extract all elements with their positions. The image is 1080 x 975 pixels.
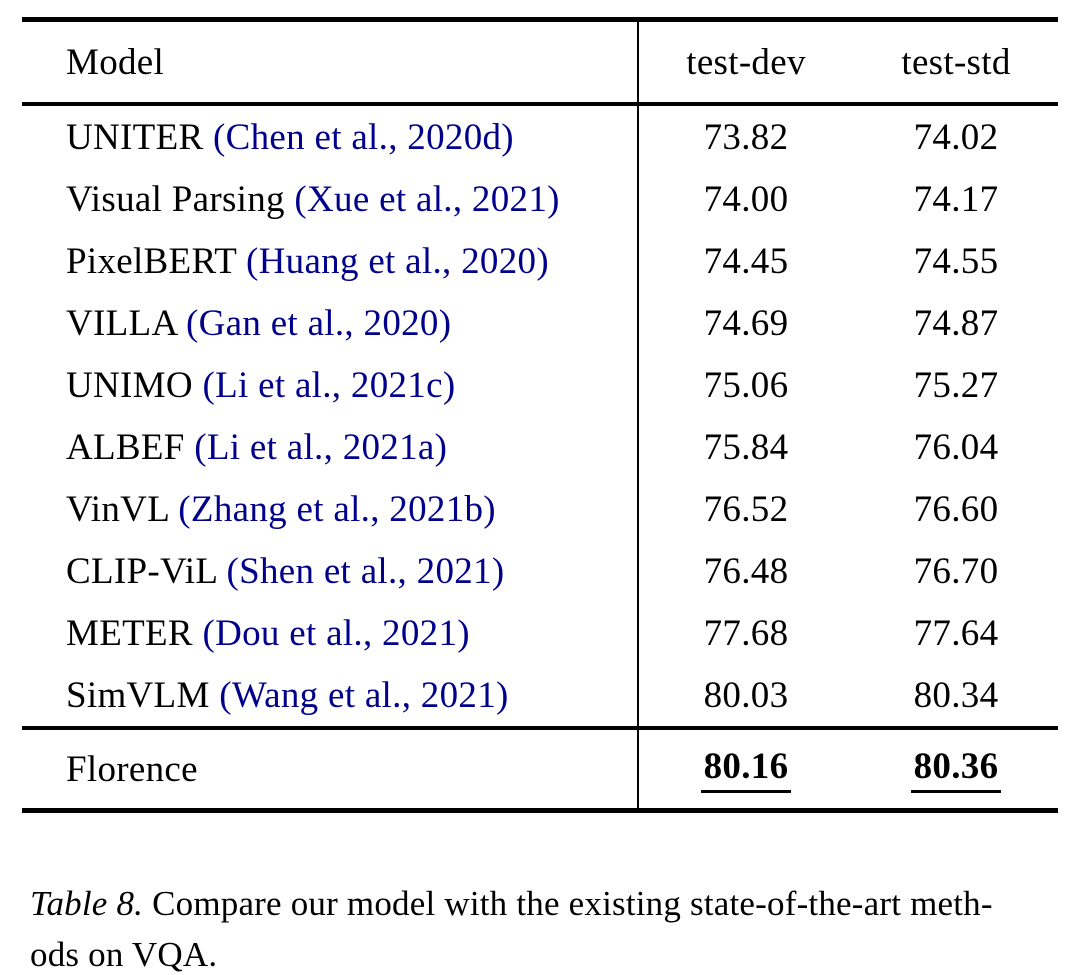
test-std-value: 76.70 bbox=[913, 550, 999, 592]
table-row: UNIMO (Li et al., 2021c) 75.06 75.27 bbox=[22, 354, 1058, 416]
table-caption: Table 8. Compare our model with the exis… bbox=[30, 878, 993, 975]
model-name: VILLA bbox=[66, 302, 177, 344]
model-name: ALBEF bbox=[66, 426, 185, 468]
test-dev-value: 77.68 bbox=[703, 612, 789, 654]
model-name: Florence bbox=[66, 748, 198, 790]
test-std-value: 74.55 bbox=[913, 240, 999, 282]
citation-link[interactable]: (Chen et al., 2020d) bbox=[213, 116, 514, 158]
test-dev-value: 76.52 bbox=[703, 488, 789, 530]
table-row: UNITER (Chen et al., 2020d) 73.82 74.02 bbox=[22, 106, 1058, 168]
header-test-std: test-std bbox=[901, 41, 1011, 83]
test-std-value: 80.34 bbox=[913, 674, 999, 716]
citation-link[interactable]: (Zhang et al., 2021b) bbox=[178, 488, 496, 530]
pre-highlight-rule bbox=[22, 726, 1058, 730]
table-row-florence: Florence 80.16 80.36 bbox=[22, 730, 1058, 808]
results-table: Model test-dev test-std UNITER (Chen et … bbox=[22, 17, 1058, 813]
test-dev-value: 75.84 bbox=[703, 426, 789, 468]
test-std-value: 75.27 bbox=[913, 364, 999, 406]
table-row: ALBEF (Li et al., 2021a) 75.84 76.04 bbox=[22, 416, 1058, 478]
test-std-value-best: 80.36 bbox=[910, 745, 1002, 793]
test-std-value: 74.02 bbox=[913, 116, 999, 158]
table-header-row: Model test-dev test-std bbox=[22, 22, 1058, 102]
test-dev-value: 74.69 bbox=[703, 302, 789, 344]
table-bottom-rule bbox=[22, 808, 1058, 813]
test-std-value: 76.04 bbox=[913, 426, 999, 468]
caption-label: Table 8. bbox=[30, 884, 144, 923]
test-std-value: 77.64 bbox=[913, 612, 999, 654]
column-divider-line bbox=[637, 22, 639, 808]
model-name: METER bbox=[66, 612, 193, 654]
test-dev-value: 73.82 bbox=[703, 116, 789, 158]
citation-link[interactable]: (Li et al., 2021c) bbox=[202, 364, 456, 406]
caption-text-line1: Compare our model with the existing stat… bbox=[143, 884, 993, 923]
citation-link[interactable]: (Gan et al., 2020) bbox=[186, 302, 452, 344]
caption-text-line2: ods on VQA. bbox=[30, 935, 218, 974]
test-dev-value-best: 80.16 bbox=[700, 745, 792, 793]
model-name: Visual Parsing bbox=[66, 178, 285, 220]
citation-link[interactable]: (Huang et al., 2020) bbox=[246, 240, 549, 282]
citation-link[interactable]: (Dou et al., 2021) bbox=[202, 612, 470, 654]
model-name: SimVLM bbox=[66, 674, 210, 716]
table-row: CLIP-ViL (Shen et al., 2021) 76.48 76.70 bbox=[22, 540, 1058, 602]
header-model: Model bbox=[66, 41, 165, 83]
header-rule bbox=[22, 102, 1058, 106]
model-name: UNITER bbox=[66, 116, 204, 158]
model-name: PixelBERT bbox=[66, 240, 237, 282]
table-row: VinVL (Zhang et al., 2021b) 76.52 76.60 bbox=[22, 478, 1058, 540]
citation-link[interactable]: (Li et al., 2021a) bbox=[194, 426, 448, 468]
test-dev-value: 74.45 bbox=[703, 240, 789, 282]
test-dev-value: 76.48 bbox=[703, 550, 789, 592]
citation-link[interactable]: (Wang et al., 2021) bbox=[219, 674, 509, 716]
test-dev-value: 75.06 bbox=[703, 364, 789, 406]
table-row: Visual Parsing (Xue et al., 2021) 74.00 … bbox=[22, 168, 1058, 230]
table-row: VILLA (Gan et al., 2020) 74.69 74.87 bbox=[22, 292, 1058, 354]
model-name: VinVL bbox=[66, 488, 169, 530]
model-name: CLIP-ViL bbox=[66, 550, 217, 592]
test-dev-value: 74.00 bbox=[703, 178, 789, 220]
table-row: METER (Dou et al., 2021) 77.68 77.64 bbox=[22, 602, 1058, 664]
test-std-value: 74.17 bbox=[913, 178, 999, 220]
test-std-value: 74.87 bbox=[913, 302, 999, 344]
test-dev-value: 80.03 bbox=[703, 674, 789, 716]
header-test-dev: test-dev bbox=[686, 41, 806, 83]
table-top-rule bbox=[22, 17, 1058, 22]
table-row: PixelBERT (Huang et al., 2020) 74.45 74.… bbox=[22, 230, 1058, 292]
citation-link[interactable]: (Shen et al., 2021) bbox=[226, 550, 505, 592]
test-std-value: 76.60 bbox=[913, 488, 999, 530]
citation-link[interactable]: (Xue et al., 2021) bbox=[294, 178, 560, 220]
table-row: SimVLM (Wang et al., 2021) 80.03 80.34 bbox=[22, 664, 1058, 726]
model-name: UNIMO bbox=[66, 364, 193, 406]
